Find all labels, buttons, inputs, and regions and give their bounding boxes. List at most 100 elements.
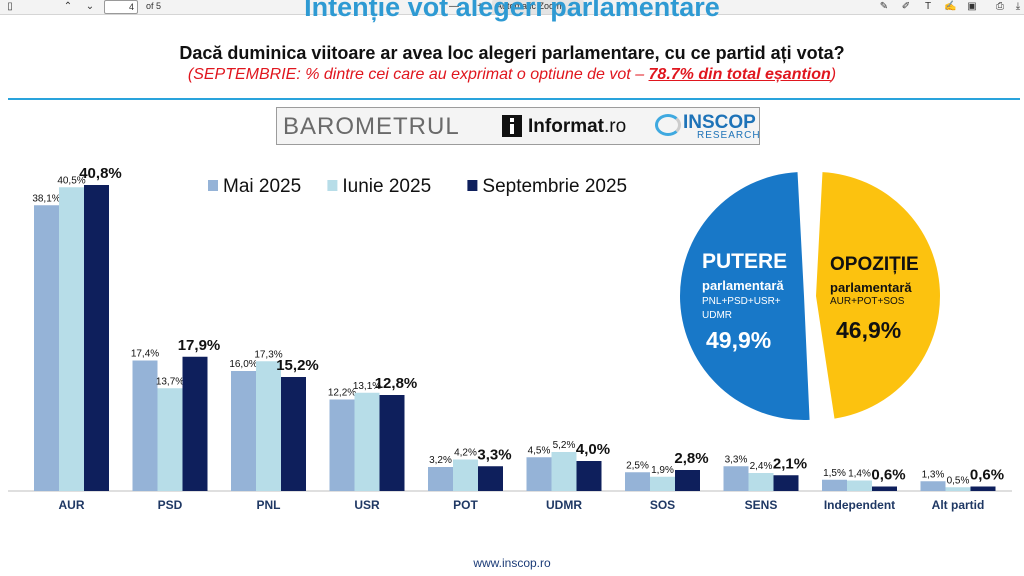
category-label-psd: PSD	[158, 498, 183, 512]
save-icon[interactable]: ⤓	[1015, 1, 1021, 12]
bar-value-label: 4,5%	[528, 445, 551, 456]
bar-udmr-1	[526, 457, 552, 491]
informat-name: Informat	[528, 116, 604, 137]
pdf-toolbar: ▯ ⌃ ⌄ 4 of 5 — + Automatic Zoom ✎ ✐ T ✍ …	[0, 0, 1024, 15]
pie-right-text: OPOZIȚIE parlamentară AUR+POT+SOS 46,9%	[830, 254, 960, 344]
zoom-select[interactable]: Automatic Zoom	[492, 0, 584, 14]
bar-value-label: 3,3%	[477, 446, 511, 463]
logo-banner: BAROMETRUL Informat.ro INSCOP RESEARCH	[276, 107, 760, 145]
legend-swatch-3	[467, 180, 478, 191]
bar-value-label: 2,5%	[626, 460, 649, 471]
bar-aur-3	[84, 185, 109, 491]
sidebar-toggle-icon[interactable]: ▯	[7, 1, 13, 12]
bar-pnl-3	[281, 377, 306, 491]
category-label-usr: USR	[354, 498, 380, 512]
pie-right-subtitle: parlamentară	[830, 280, 912, 295]
bar-value-label: 1,3%	[922, 469, 945, 480]
footer-url: www.inscop.ro	[473, 556, 551, 570]
bar-value-label: 2,8%	[674, 450, 708, 467]
bar-value-label: 1,9%	[651, 465, 674, 476]
highlight-icon[interactable]: ✎	[879, 1, 889, 12]
pie-right-detail: AUR+POT+SOS	[830, 296, 905, 307]
bar-pot-1	[428, 467, 453, 491]
bar-usr-3	[379, 395, 405, 491]
sample-note-prefix: (SEPTEMBRIE: % dintre cei care au exprim…	[187, 66, 649, 83]
bar-value-label: 38,1%	[32, 193, 60, 204]
bar-sos-3	[675, 470, 700, 491]
category-label-sens: SENS	[745, 498, 778, 512]
bar-value-label: 3,3%	[725, 454, 748, 465]
bar-value-label: 17,4%	[131, 349, 159, 360]
legend-label-2: Iunie 2025	[342, 176, 431, 197]
pie-slice-2	[816, 172, 940, 419]
bar-psd-2	[157, 388, 183, 491]
bar-udmr-2	[551, 452, 577, 491]
bar-value-label: 15,2%	[276, 357, 319, 374]
bar-value-label: 12,8%	[375, 375, 418, 392]
bar-value-label: 13,7%	[156, 376, 184, 387]
informat-i-icon	[502, 115, 522, 137]
pie-right-value: 46,9%	[836, 317, 902, 343]
sample-note-highlight: 78.7% din total eșantion	[648, 66, 831, 83]
pie-left-value: 49,9%	[706, 327, 772, 353]
chevron-down-icon[interactable]: ⌄	[85, 1, 95, 12]
informat-domain: .ro	[604, 116, 627, 137]
bar-value-label: 12,2%	[328, 388, 356, 399]
bar-sos-2	[650, 476, 675, 491]
bar-value-label: 16,0%	[229, 359, 257, 370]
category-label-udmr: UDMR	[546, 498, 582, 512]
chevron-up-icon[interactable]: ⌃	[63, 1, 73, 12]
page-number-input[interactable]: 4	[104, 0, 138, 14]
zoom-in-button[interactable]: +	[477, 1, 483, 12]
bar-value-label: 1,5%	[823, 468, 846, 479]
bar-aur-1	[34, 205, 59, 491]
bar-sos-1	[625, 472, 650, 491]
header-divider	[8, 98, 1020, 100]
legend-label-3: Septembrie 2025	[482, 176, 627, 197]
bar-value-label: 0,5%	[947, 475, 970, 486]
pie-right-title: OPOZIȚIE	[830, 254, 919, 275]
bar-value-label: 5,2%	[553, 440, 576, 451]
bar-value-label: 4,2%	[454, 448, 477, 459]
category-label-aur: AUR	[59, 498, 85, 512]
bar-value-label: 40,5%	[57, 175, 85, 186]
category-label-pnl: PNL	[257, 498, 281, 512]
bar-value-label: 3,2%	[429, 455, 452, 466]
bar-pot-2	[453, 459, 478, 491]
bar-value-label: 40,8%	[79, 165, 122, 182]
survey-question: Dacă duminica viitoare ar avea loc alege…	[179, 43, 845, 63]
legend-swatch-2	[327, 180, 338, 191]
draw-icon[interactable]: ✐	[901, 1, 911, 12]
bar-sens-2	[748, 473, 774, 491]
bar-udmr-3	[576, 461, 602, 491]
signature-icon[interactable]: ✍	[944, 1, 957, 12]
image-icon[interactable]: ▣	[967, 1, 977, 12]
bar-value-label: 4,0%	[576, 441, 610, 458]
bar-alt-partid-2	[945, 487, 971, 491]
bar-pnl-1	[231, 371, 256, 491]
sample-note-suffix: )	[830, 66, 837, 83]
pie-left-text: PUTERE parlamentară PNL+PSD+USR+ UDMR 49…	[702, 250, 812, 354]
zoom-out-button[interactable]: —	[449, 1, 459, 12]
bar-pnl-2	[256, 361, 281, 491]
bar-value-label: 2,4%	[750, 461, 773, 472]
bar-alt-partid-3	[970, 486, 996, 491]
print-icon[interactable]: ⎙	[996, 1, 1004, 12]
barometrul-logo: BAROMETRUL	[283, 113, 460, 140]
bar-value-label: 13,1%	[353, 381, 381, 392]
bar-psd-3	[182, 356, 208, 491]
bar-psd-1	[132, 360, 158, 491]
bar-value-label: 17,9%	[178, 337, 221, 354]
pie-left-title: PUTERE	[702, 250, 788, 273]
bar-value-label: 0,6%	[970, 467, 1004, 484]
text-icon[interactable]: T	[924, 1, 932, 12]
pie-left-detail: PNL+PSD+USR+ UDMR	[702, 296, 781, 321]
bar-value-label: 2,1%	[773, 455, 807, 472]
bar-independent-2	[847, 480, 872, 491]
bar-value-label: 0,6%	[871, 467, 905, 484]
inscop-logo: INSCOP	[683, 112, 756, 133]
bar-alt-partid-1	[920, 481, 946, 491]
category-label-independent: Independent	[824, 498, 895, 512]
page-count: of 5	[146, 1, 162, 11]
